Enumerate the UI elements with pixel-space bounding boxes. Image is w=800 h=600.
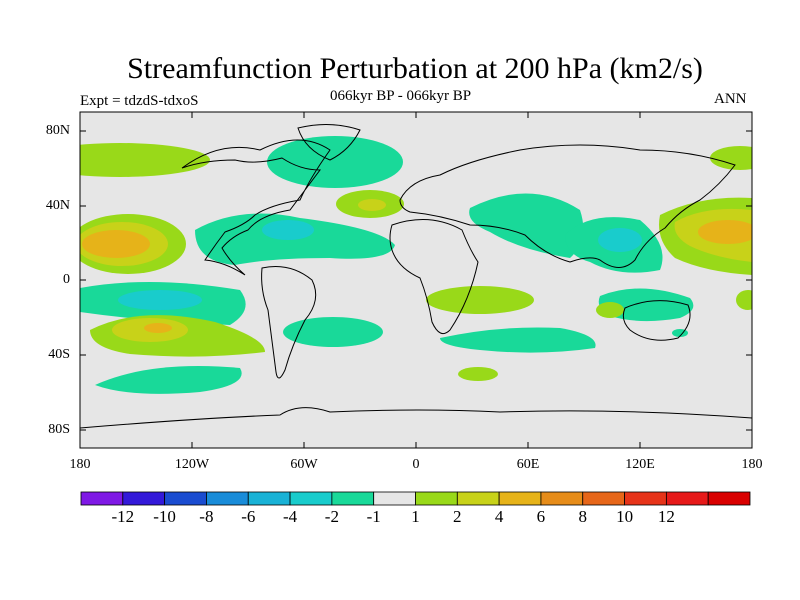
colorbar-label: -4 xyxy=(283,507,298,526)
contour-region xyxy=(598,228,642,252)
axis-ticks xyxy=(80,112,752,448)
colorbar-swatch xyxy=(289,491,333,506)
colorbar-swatch xyxy=(331,491,375,506)
coastline-greenland xyxy=(297,124,361,161)
coastline-africa xyxy=(389,219,479,335)
colorbar-label: -6 xyxy=(241,507,256,526)
contour-region xyxy=(596,302,624,318)
contour-region xyxy=(458,367,498,381)
colorbar-label: 1 xyxy=(411,507,420,526)
contour-region xyxy=(440,327,596,353)
contour-region xyxy=(736,290,752,310)
colorbar-swatch xyxy=(540,491,584,506)
colorbar-label: -1 xyxy=(366,507,381,526)
lon-tick-label: 60W xyxy=(290,457,318,472)
lon-tick-label: 180 xyxy=(741,457,763,472)
colorbar-swatch xyxy=(707,491,751,506)
colorbar-label: -8 xyxy=(199,507,214,526)
colorbar-swatch xyxy=(415,491,458,506)
period-label: 066kyr BP - 066kyr BP xyxy=(330,88,472,104)
coastline-antarctica xyxy=(80,407,752,429)
colorbar-swatch xyxy=(247,491,291,506)
contour-region xyxy=(118,290,202,310)
coastline-north-america xyxy=(181,139,331,276)
contour-region xyxy=(82,230,150,258)
contour-region xyxy=(80,143,210,177)
colorbar xyxy=(80,491,751,506)
contour-region xyxy=(710,146,752,170)
colorbar-label: 8 xyxy=(578,507,588,526)
contour-region xyxy=(95,366,242,394)
lat-tick-label: 80S xyxy=(48,422,70,437)
coastlines xyxy=(80,124,752,429)
contour-region xyxy=(426,286,534,314)
contour-fields xyxy=(80,136,752,394)
colorbar-swatch xyxy=(624,491,667,506)
contour-region xyxy=(262,220,314,240)
colorbar-swatch xyxy=(582,491,625,506)
colorbar-label: 10 xyxy=(616,507,634,526)
season-label: ANN xyxy=(714,91,747,107)
experiment-label: Expt = tdzdS-tdxoS xyxy=(80,93,199,109)
contour-region xyxy=(469,193,584,258)
colorbar-label: 12 xyxy=(657,507,675,526)
colorbar-swatch xyxy=(164,491,207,506)
colorbar-swatch xyxy=(373,491,416,506)
colorbar-label: 2 xyxy=(453,507,462,526)
colorbar-swatch xyxy=(456,491,500,506)
lon-tick-label: 120W xyxy=(174,457,210,472)
coastline-south-america xyxy=(261,266,317,379)
coastline-eurasia xyxy=(399,144,736,268)
chart-title: Streamfunction Perturbation at 200 hPa (… xyxy=(127,52,703,85)
lat-tick-label: 40N xyxy=(45,198,70,213)
lon-tick-label: 120E xyxy=(625,457,655,472)
contour-region xyxy=(283,317,383,347)
lat-tick-label: 0 xyxy=(63,272,70,287)
colorbar-label: -2 xyxy=(324,507,339,526)
colorbar-label: -10 xyxy=(153,507,176,526)
lon-tick-label: 0 xyxy=(412,457,420,472)
lon-tick-label: 180 xyxy=(69,457,91,472)
coastline-australia xyxy=(622,300,691,341)
contour-region xyxy=(144,323,172,333)
colorbar-swatch xyxy=(122,491,166,506)
contour-region xyxy=(358,199,386,211)
colorbar-swatch xyxy=(206,491,249,506)
colorbar-label: 6 xyxy=(536,507,546,526)
colorbar-swatch xyxy=(80,491,124,506)
colorbar-swatch xyxy=(498,491,542,506)
lat-tick-label: 40S xyxy=(48,347,70,362)
colorbar-label: 4 xyxy=(494,507,504,526)
contour-region xyxy=(267,136,403,188)
colorbar-label: -12 xyxy=(111,507,135,526)
lat-tick-label: 80N xyxy=(45,123,70,138)
contour-region xyxy=(698,220,752,244)
colorbar-swatch xyxy=(665,491,709,506)
lon-tick-label: 60E xyxy=(516,457,540,472)
